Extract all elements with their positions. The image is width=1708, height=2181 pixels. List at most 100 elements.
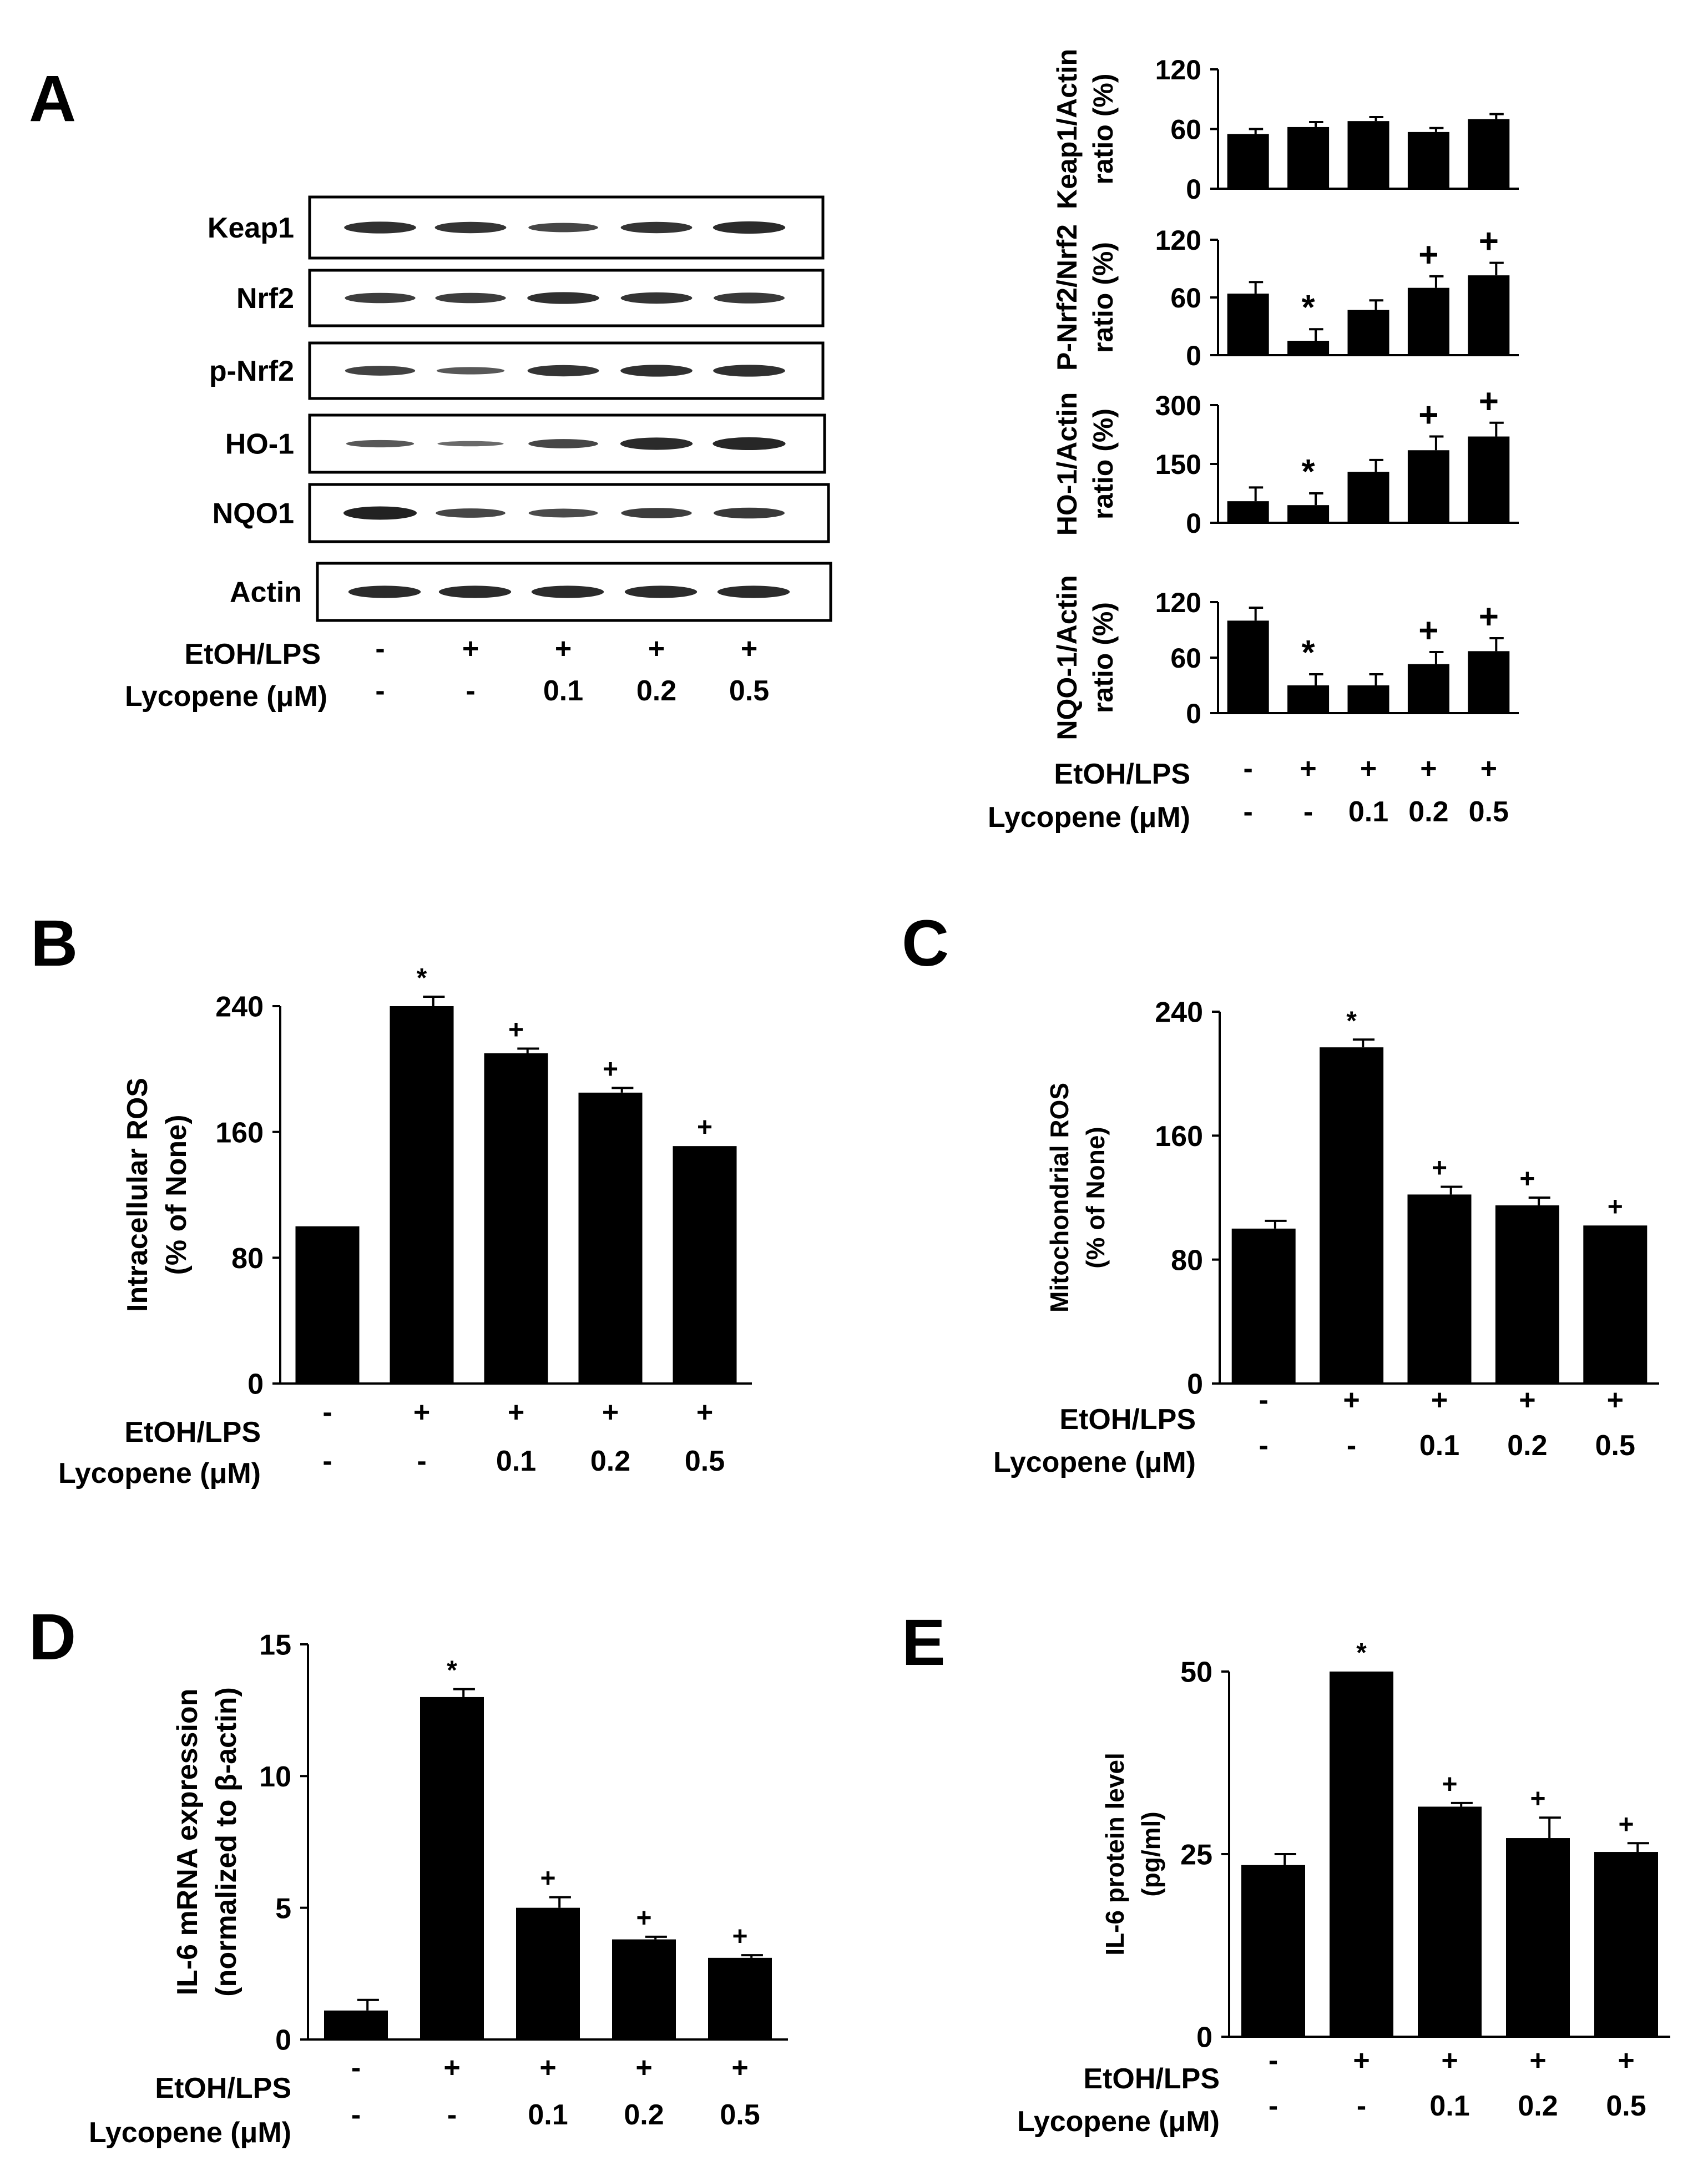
condition-etoh-value: + [696,1396,713,1428]
y-axis-label: Mitochondrial ROS [1045,1083,1074,1312]
blot-band [620,437,693,450]
chart-a2: 0 60 120 P-Nrf2/Nrf2 ratio (%) * + + [1052,223,1519,371]
blot-band [527,292,599,304]
condition-row-lycopene: Lycopene (μM) [988,801,1190,834]
condition-etoh-value: + [1420,753,1437,785]
chart-a1: 0 60 120 Keap1/Actin ratio (%) [1052,49,1519,209]
blot-band [346,440,415,448]
y-tick-label: 60 [1170,114,1201,145]
blot-band [344,221,416,234]
condition-lycopene-value: 0.1 [1348,796,1388,828]
condition-lycopene-value: - [1269,2090,1278,2122]
significance-marker: + [1530,1784,1545,1814]
y-axis-label: ratio (%) [1088,408,1119,519]
bar [1347,685,1389,713]
significance-marker: + [1479,382,1499,421]
blot-etoh-value: + [741,633,757,665]
condition-lycopene-value: 0.2 [590,1445,630,1477]
bar [1241,1865,1305,2037]
panel-label-b: B [31,907,78,980]
bar [708,1957,772,2039]
bar [295,1226,360,1384]
chart-a4: 0 60 120 NQO-1/Actin ratio (%) * + + EtOH/LPS Lyc… [988,575,1519,834]
bar [1347,472,1389,523]
condition-row-etoh: EtOH/LPS [1083,2063,1220,2095]
y-tick-label: 0 [1186,508,1201,539]
condition-etoh-value: + [1441,2044,1458,2077]
condition-etoh-value: + [1343,1384,1360,1416]
condition-lycopene-value: - [1357,2090,1366,2122]
significance-marker: * [1302,289,1316,327]
y-axis-label: ratio (%) [1088,74,1119,185]
y-tick-label: 120 [1155,587,1201,618]
blot-label: Keap1 [208,212,294,244]
y-tick-label: 0 [275,2025,291,2057]
condition-row-etoh: EtOH/LPS [155,2072,291,2104]
bar [1468,436,1510,523]
condition-lycopene-value: - [1259,1430,1269,1462]
blot-band [714,507,785,519]
blot-label: NQO1 [213,498,294,530]
blot-band [345,366,416,376]
condition-lycopene-value: 0.1 [528,2099,568,2131]
y-tick-label: 15 [259,1629,291,1662]
condition-etoh-value: + [413,1396,430,1428]
blot-frame-nqo1 [308,483,830,543]
bar [1407,132,1449,189]
chart-e: 0 25 50 IL-6 protein level (pg/ml) * + + + EtOH/L… [1017,1638,1670,2138]
blot-lycopene-value: 0.1 [543,675,583,707]
blot-band [435,292,506,304]
condition-lycopene-value: - [322,1445,332,1477]
condition-etoh-value: + [602,1396,619,1428]
y-axis-label: (% of None) [160,1115,193,1275]
blot-lycopene-value: - [375,675,385,707]
condition-etoh-value: + [1360,753,1377,785]
bar [1594,1852,1658,2037]
bar [1407,1194,1472,1384]
bar [1227,620,1269,713]
condition-lycopene-value: 0.5 [1469,796,1509,828]
y-tick-label: 150 [1155,449,1201,480]
bar [1320,1047,1384,1384]
y-tick-label: 50 [1180,1657,1212,1689]
blot-band [712,437,786,451]
significance-marker: + [1432,1153,1447,1183]
condition-etoh-value: + [443,2052,460,2084]
bar [1227,134,1269,189]
blot-frame-p-nrf2 [308,341,825,400]
bar [1287,341,1330,355]
bar [1407,664,1449,713]
condition-lycopene-value: 0.1 [496,1445,536,1477]
condition-lycopene-value: 0.5 [1595,1430,1635,1462]
bar [612,1939,676,2039]
blot-row-label-lycopene: Lycopene (μM) [125,680,327,713]
bar [1347,310,1389,355]
chart-d: 0 5 10 15 IL-6 mRNA expression (normalized to… [89,1629,788,2149]
y-axis-label: Keap1/Actin [1052,49,1083,209]
condition-etoh-value: - [322,1396,332,1428]
y-tick-label: 120 [1155,54,1201,85]
condition-lycopene-value: - [1303,796,1313,828]
blot-frame-ho-1 [308,413,826,474]
blot-band [348,585,421,598]
significance-marker: + [1479,598,1499,636]
blot-etoh-value: + [462,633,479,665]
condition-lycopene-value: - [447,2099,457,2131]
condition-etoh-value: + [1353,2044,1370,2077]
condition-etoh-value: + [635,2052,652,2084]
blot-band [343,506,417,520]
significance-marker: + [636,1904,651,1933]
chart-c: 0 80 160 240 Mitochondrial ROS (% of None) * + +… [993,997,1659,1478]
condition-lycopene-value: 0.5 [1606,2090,1646,2122]
condition-lycopene-value: 0.1 [1419,1430,1459,1462]
blot-band [528,508,598,518]
y-tick-label: 0 [1186,698,1201,729]
y-axis-label: (normalized to β-actin) [210,1687,242,1997]
y-tick-label: 160 [1155,1120,1203,1153]
panel-label-e: E [902,1606,946,1679]
y-tick-label: 5 [275,1892,291,1925]
significance-marker: + [1442,1770,1457,1799]
y-axis-label: ratio (%) [1088,242,1119,353]
